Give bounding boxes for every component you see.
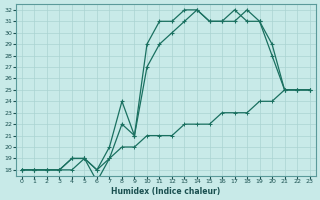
- X-axis label: Humidex (Indice chaleur): Humidex (Indice chaleur): [111, 187, 220, 196]
